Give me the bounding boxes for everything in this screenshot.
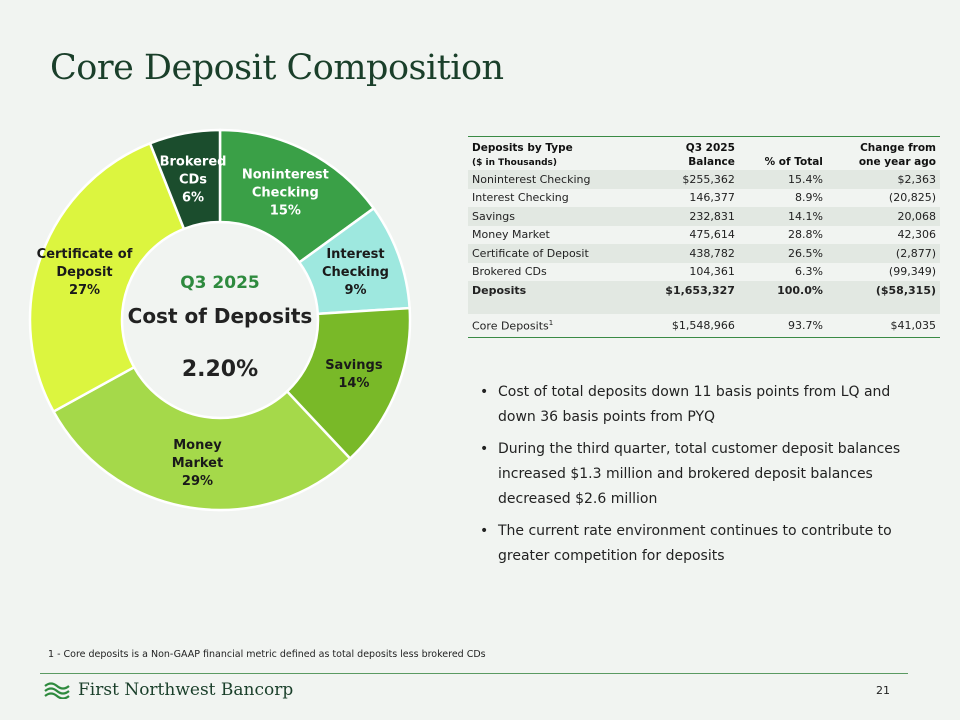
header-blank [738, 136, 827, 155]
table-total-row: Deposits $1,653,327 100.0% ($58,315) [468, 281, 940, 300]
donut-label-line: 29% [182, 474, 213, 489]
total-change: ($58,315) [826, 281, 940, 300]
header-in-thousands: ($ in Thousands) [472, 158, 558, 168]
header-q3-2025: Q3 2025 [635, 136, 739, 155]
row-pct: 6.3% [794, 265, 823, 279]
donut-label-line: Money [173, 438, 222, 453]
donut-label-savings: Savings 14% [325, 358, 383, 391]
core-type: Core Deposits1 [468, 313, 636, 338]
row-change: (99,349) [888, 265, 936, 279]
footnote: 1 - Core deposits is a Non-GAAP financia… [48, 649, 486, 660]
table-header-row-top: Deposits by Type Q3 2025 Change from [468, 136, 940, 155]
donut-label-line: Market [172, 456, 223, 471]
row-change: (2,877) [826, 244, 940, 263]
row-balance: 475,614 [689, 228, 735, 242]
table-row: Certificate of Deposit 438,782 26.5% (2,… [468, 244, 940, 263]
donut-label-line: Interest [326, 247, 384, 262]
footer-divider [40, 673, 908, 674]
bullet-item: During the third quarter, total customer… [478, 437, 918, 512]
table-spacer-row [468, 299, 940, 314]
donut-slice-money-market [51, 365, 352, 512]
row-change: 42,306 [897, 228, 937, 242]
row-type: Interest Checking [472, 191, 569, 205]
header-one-year-ago: one year ago [858, 156, 936, 168]
row-balance: 232,831 [635, 207, 739, 226]
core-balance: $1,548,966 [635, 313, 739, 338]
donut-chart: Noninterest Checking 15% Interest Checking 9%… [28, 128, 412, 512]
bullet-item: Cost of total deposits down 11 basis poi… [478, 380, 918, 430]
center-period: Q3 2025 [180, 273, 260, 293]
table-row: Money Market 475,614 28.8% 42,306 [468, 226, 940, 245]
donut-label-line: Savings [325, 358, 383, 373]
table-core-row: Core Deposits1 $1,548,966 93.7% $41,035 [468, 313, 940, 338]
donut-label-line: 9% [344, 283, 366, 298]
donut-label-line: Certificate of [37, 247, 133, 262]
donut-label-line: 14% [338, 376, 369, 391]
total-pct: 100.0% [738, 281, 827, 300]
bullet-list: Cost of total deposits down 11 basis poi… [478, 380, 918, 576]
core-type-label: Core Deposits [472, 319, 549, 333]
donut-label-line: 6% [182, 191, 204, 206]
row-balance: 146,377 [689, 191, 735, 205]
row-type: Savings [468, 207, 636, 226]
row-type: Brokered CDs [472, 265, 547, 279]
brand-logo: First Northwest Bancorp [44, 680, 293, 700]
donut-slice-brokered-cds [148, 128, 222, 231]
deposits-table: Deposits by Type Q3 2025 Change from ($ … [468, 136, 940, 338]
core-change: $41,035 [826, 313, 940, 338]
row-pct: 8.9% [794, 191, 823, 205]
donut-label-money-market: Money Market 29% [172, 438, 223, 489]
row-balance: 104,361 [689, 265, 735, 279]
center-value: 2.20% [182, 357, 258, 382]
header-deposits-by-type: Deposits by Type [468, 136, 636, 155]
row-balance: 438,782 [635, 244, 739, 263]
row-pct: 28.8% [787, 228, 823, 242]
row-type: Noninterest Checking [468, 170, 636, 189]
row-pct: 26.5% [738, 244, 827, 263]
bullet-item: The current rate environment continues t… [478, 519, 918, 569]
donut-label-brokered-cds: Brokered CDs 6% [160, 155, 227, 206]
header-pct-total: % of Total [764, 156, 823, 168]
donut-label-line: 27% [69, 283, 100, 298]
brand-name: First Northwest Bancorp [78, 680, 294, 700]
donut-label-line: CDs [179, 173, 207, 188]
donut-label-line: Checking [252, 186, 319, 201]
donut-label-line: Checking [322, 265, 389, 280]
table-row: Brokered CDs 104,361 6.3% (99,349) [468, 263, 940, 282]
row-change: $2,363 [826, 170, 940, 189]
table-row: Noninterest Checking $255,362 15.4% $2,3… [468, 170, 940, 189]
total-type: Deposits [468, 281, 636, 300]
row-change: 20,068 [826, 207, 940, 226]
table-row: Interest Checking 146,377 8.9% (20,825) [468, 189, 940, 208]
row-type: Money Market [472, 228, 550, 242]
center-title: Cost of Deposits [128, 304, 313, 328]
total-balance: $1,653,327 [635, 281, 739, 300]
deposits-table-container: Deposits by Type Q3 2025 Change from ($ … [468, 136, 940, 338]
core-footnote-mark: 1 [548, 318, 554, 327]
wave-logo-icon [44, 682, 70, 699]
row-type: Certificate of Deposit [468, 244, 636, 263]
header-change-from: Change from [826, 136, 940, 155]
row-balance: $255,362 [635, 170, 739, 189]
header-balance: Balance [688, 156, 735, 168]
donut-label-interest-checking: Interest Checking 9% [322, 247, 389, 298]
page-title: Core Deposit Composition [50, 48, 504, 88]
donut-label-line: 15% [270, 204, 301, 219]
donut-label-line: Deposit [56, 265, 112, 280]
table-row: Savings 232,831 14.1% 20,068 [468, 207, 940, 226]
donut-label-noninterest-checking: Noninterest Checking 15% [242, 168, 329, 219]
donut-label-line: Noninterest [242, 168, 329, 183]
page-number: 21 [876, 684, 890, 697]
donut-label-certificate-of-deposit: Certificate of Deposit 27% [37, 247, 133, 298]
table-header-row-bottom: ($ in Thousands) Balance % of Total one … [468, 155, 940, 170]
donut-slice-certificate-of-deposit [28, 141, 186, 414]
row-change: (20,825) [888, 191, 936, 205]
core-pct: 93.7% [738, 313, 827, 338]
donut-label-line: Brokered [160, 155, 227, 170]
row-pct: 15.4% [738, 170, 827, 189]
row-pct: 14.1% [738, 207, 827, 226]
